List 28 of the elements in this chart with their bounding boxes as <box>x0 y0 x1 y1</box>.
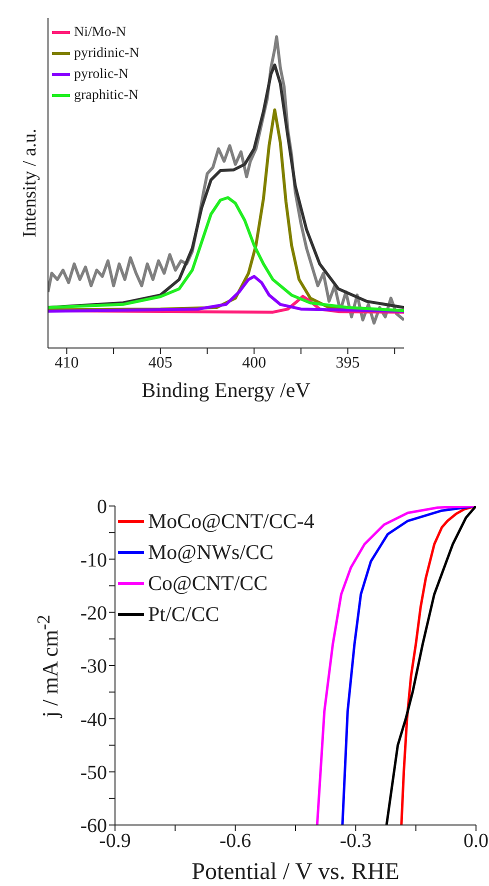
x-tick-label: 400 <box>242 354 266 372</box>
y-tick-label: -60 <box>80 815 107 838</box>
y-axis-title: Intensity / a.u. <box>20 128 40 238</box>
legend-label: MoCo@CNT/CC-4 <box>148 509 314 534</box>
line-series <box>316 506 476 825</box>
legend-label: Ni/Mo-N <box>74 24 126 40</box>
legend-label: pyrolic-N <box>74 66 128 82</box>
line-series <box>400 506 476 825</box>
x-axis-title: Potential / V vs. RHE <box>190 859 400 886</box>
y-tick-label: 0 <box>97 496 107 518</box>
y-tick-label: -10 <box>80 549 107 572</box>
x-tick-label: 405 <box>148 354 172 372</box>
y-tick-label: -20 <box>80 602 107 624</box>
y-tick-label: -50 <box>80 762 107 784</box>
y-tick-label: -30 <box>80 656 107 678</box>
x-tick-label: -0.3 <box>340 830 372 852</box>
x-tick-label: 0.0 <box>464 830 488 852</box>
x-tick-label: -0.6 <box>219 830 252 852</box>
legend-label: pyridinic-N <box>74 46 140 62</box>
legend-label: graphitic-N <box>74 88 139 104</box>
legend-label: Pt/C/CC <box>148 602 220 627</box>
x-tick-label: 410 <box>54 354 79 372</box>
line-series <box>385 506 476 825</box>
legend-label: Mo@NWs/CC <box>148 540 274 565</box>
x-tick-label: 395 <box>336 354 360 372</box>
legend-label: Co@CNT/CC <box>148 571 268 596</box>
y-tick-label: -40 <box>80 708 107 731</box>
x-axis-title: Binding Energy /eV <box>140 378 312 403</box>
